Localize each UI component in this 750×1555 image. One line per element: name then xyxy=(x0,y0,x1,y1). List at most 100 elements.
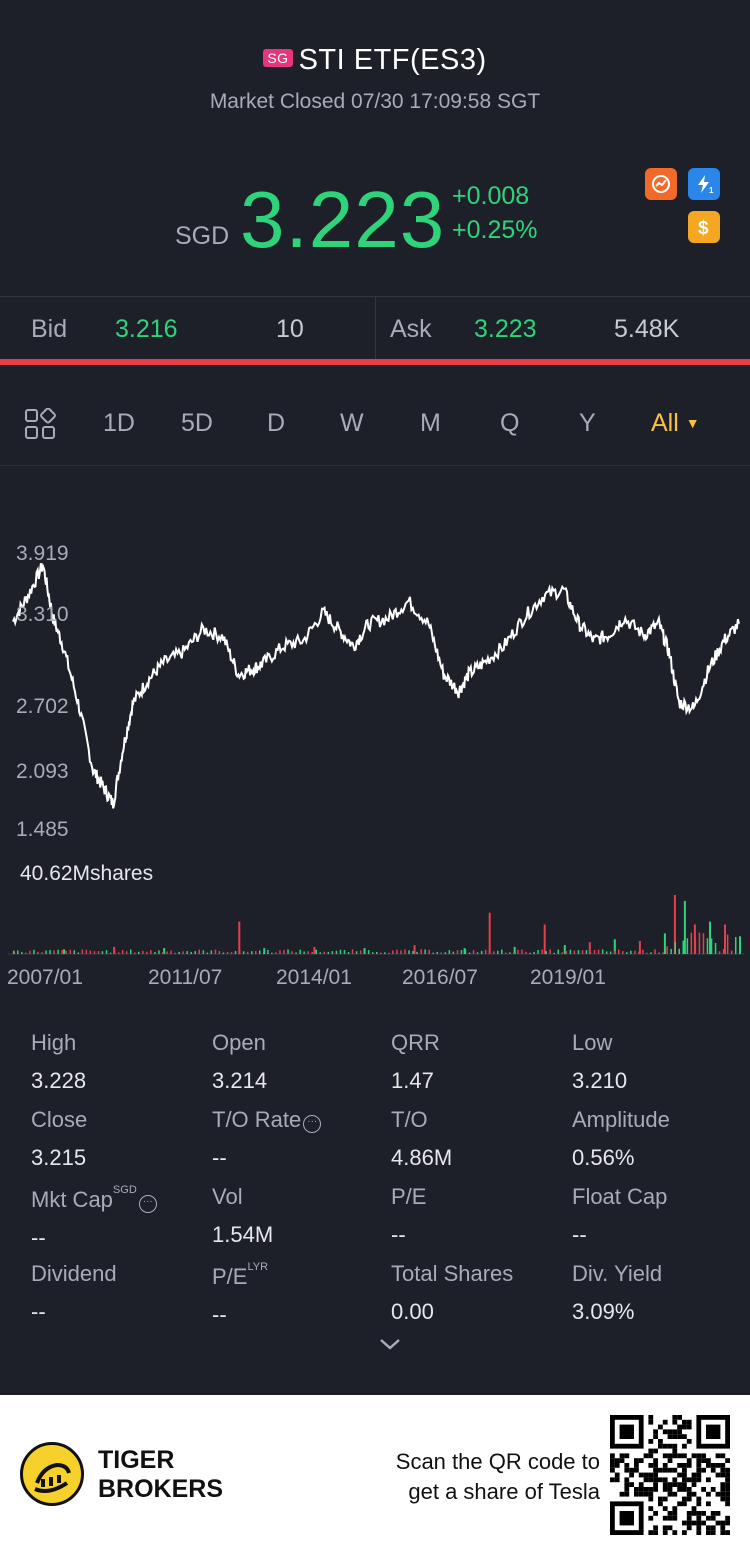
qr-module xyxy=(706,1458,711,1463)
qr-module xyxy=(662,1429,668,1435)
volume-bar xyxy=(275,952,277,954)
volume-bar xyxy=(529,952,531,954)
qr-module xyxy=(624,1482,630,1487)
qr-module xyxy=(624,1487,630,1492)
qr-module xyxy=(720,1467,726,1473)
price-chart[interactable]: 3.919 3.310 2.702 2.093 1.485 40.62Mshar… xyxy=(0,470,750,1000)
qr-module xyxy=(696,1511,702,1516)
tab-day[interactable]: D xyxy=(267,409,286,437)
stats-grid: High 3.228 Open 3.214 QRR 1.47 Low 3.210 Clo… xyxy=(0,1025,750,1345)
volume-bar xyxy=(81,949,84,954)
qr-finder-module xyxy=(619,1424,634,1439)
chevron-down-icon: ▼ xyxy=(685,415,700,431)
stat-label: Total Shares xyxy=(391,1261,514,1286)
qr-module xyxy=(720,1453,726,1459)
qr-module xyxy=(710,1515,716,1521)
qr-module xyxy=(629,1467,634,1473)
qr-module xyxy=(614,1477,620,1483)
bid-ask-bar[interactable]: Bid 3.216 10 Ask 3.223 5.48K xyxy=(0,296,750,361)
qr-module xyxy=(648,1419,654,1425)
volume-bar xyxy=(654,949,656,954)
qr-module xyxy=(686,1525,692,1531)
stat-value: -- xyxy=(572,1222,587,1247)
qr-module xyxy=(706,1530,711,1535)
lightning-level1-icon[interactable]: 1 xyxy=(688,168,720,200)
stat-market-cap[interactable]: Mkt CapSGD··· -- xyxy=(31,1184,211,1251)
volume-bar xyxy=(642,949,644,954)
qr-module xyxy=(667,1511,673,1516)
stat-turnover-rate[interactable]: T/O Rate ··· -- xyxy=(212,1107,392,1171)
qr-module xyxy=(725,1520,730,1526)
qr-module xyxy=(667,1434,673,1439)
qr-code-icon[interactable] xyxy=(610,1415,730,1535)
volume-bar xyxy=(448,950,451,954)
qr-module xyxy=(715,1511,721,1516)
volume-bar xyxy=(484,949,487,954)
tab-year[interactable]: Y xyxy=(579,409,596,437)
qr-module xyxy=(653,1467,658,1473)
qr-module xyxy=(662,1487,668,1492)
tab-1d[interactable]: 1D xyxy=(103,409,135,437)
chart-type-grid-icon[interactable] xyxy=(24,408,56,440)
qr-module xyxy=(643,1487,649,1492)
volume-bar xyxy=(456,950,459,954)
stat-label: Mkt CapSGD··· xyxy=(31,1184,211,1213)
svg-text:1: 1 xyxy=(709,186,714,195)
stat-value: -- xyxy=(212,1302,227,1327)
qr-module xyxy=(672,1415,678,1420)
volume-bar xyxy=(242,951,245,954)
volume-bar xyxy=(210,950,213,954)
qr-module xyxy=(691,1506,697,1511)
qr-module xyxy=(701,1511,706,1516)
more-info-icon[interactable]: ··· xyxy=(138,1195,157,1213)
qr-module xyxy=(715,1472,721,1478)
qr-module xyxy=(725,1491,730,1497)
volume-bar xyxy=(718,951,721,954)
tab-quarter[interactable]: Q xyxy=(500,409,520,437)
tab-week[interactable]: W xyxy=(340,409,364,437)
qr-module xyxy=(706,1491,711,1497)
qr-module xyxy=(701,1458,706,1463)
qr-module xyxy=(653,1463,658,1468)
volume-bar xyxy=(593,950,596,954)
qr-module xyxy=(658,1443,663,1449)
qr-module xyxy=(720,1530,726,1535)
volume-bar xyxy=(255,951,257,954)
qr-module xyxy=(653,1434,658,1439)
qr-module xyxy=(710,1463,716,1468)
stat-label: High xyxy=(31,1030,77,1055)
qr-module xyxy=(662,1530,668,1535)
qr-module xyxy=(672,1448,678,1454)
volume-bar xyxy=(683,900,686,954)
qr-module xyxy=(696,1520,702,1526)
volume-bar xyxy=(198,949,200,954)
qr-module xyxy=(696,1467,702,1473)
qr-module xyxy=(667,1491,673,1497)
more-info-icon[interactable]: ··· xyxy=(303,1115,322,1133)
stat-qrr: QRR 1.47 xyxy=(391,1030,571,1094)
volume-bar xyxy=(57,949,59,954)
stat-turnover: T/O 4.86M xyxy=(391,1107,571,1171)
qr-module xyxy=(682,1496,687,1502)
volume-bar xyxy=(581,950,584,954)
volume-bar xyxy=(714,943,717,954)
expand-chevron-icon[interactable] xyxy=(378,1337,402,1351)
qr-module xyxy=(653,1477,658,1483)
qr-module xyxy=(677,1453,682,1459)
volume-bar xyxy=(166,951,168,954)
stat-label-text: P/E xyxy=(212,1264,248,1289)
volume-bar xyxy=(194,951,196,954)
volume-bar xyxy=(501,949,503,954)
stat-float-cap: Float Cap -- xyxy=(572,1184,750,1248)
qr-module xyxy=(725,1458,730,1463)
dollar-icon[interactable]: $ xyxy=(688,211,720,243)
volume-bar xyxy=(509,952,511,954)
qr-module xyxy=(682,1472,687,1478)
stat-label: Vol xyxy=(212,1184,243,1209)
qr-module xyxy=(682,1419,687,1425)
tab-all[interactable]: All ▼ xyxy=(651,409,700,438)
tab-5d[interactable]: 5D xyxy=(181,409,213,437)
chart-badge-icon[interactable] xyxy=(645,168,677,200)
tab-month[interactable]: M xyxy=(420,409,441,437)
qr-module xyxy=(672,1477,678,1483)
